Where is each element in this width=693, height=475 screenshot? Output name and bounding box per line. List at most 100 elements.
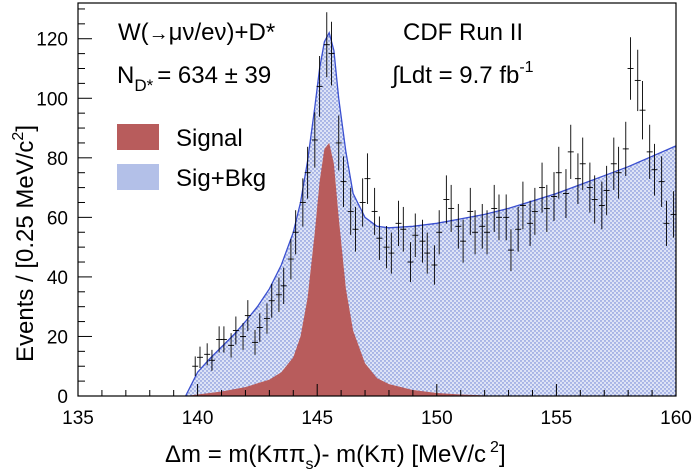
data-point <box>340 156 347 207</box>
data-point <box>352 206 359 252</box>
data-point <box>364 153 371 204</box>
data-point <box>335 115 342 171</box>
data-point <box>376 216 383 260</box>
y-tick-label: 80 <box>47 149 68 170</box>
data-point <box>448 184 455 232</box>
data-point <box>627 37 634 100</box>
data-point <box>562 169 569 218</box>
data-point <box>646 124 653 179</box>
data-point <box>412 213 419 257</box>
legend-signal-swatch <box>117 124 159 150</box>
data-point <box>359 178 366 227</box>
data-point <box>407 242 414 282</box>
data-point <box>651 143 658 196</box>
y-tick-label: 120 <box>36 30 68 51</box>
data-point <box>244 300 251 332</box>
data-point <box>491 184 498 232</box>
data-point <box>275 277 282 313</box>
data-point <box>467 187 474 235</box>
data-point <box>192 356 199 377</box>
x-tick-label: 160 <box>660 408 692 429</box>
data-point <box>622 121 629 176</box>
data-point <box>371 187 378 235</box>
data-point <box>479 203 486 249</box>
legend-signal-label: Signal <box>176 125 243 152</box>
data-point <box>603 165 610 216</box>
data-point <box>567 124 574 179</box>
y-tick-label: 0 <box>57 387 68 408</box>
legend-sigbkg-swatch <box>117 164 159 190</box>
data-point <box>579 137 586 190</box>
data-point <box>496 194 502 241</box>
data-point <box>228 333 235 358</box>
data-point <box>240 323 247 350</box>
data-point <box>663 200 670 246</box>
data-point <box>591 175 598 224</box>
data-point <box>543 184 550 232</box>
data-point <box>419 219 426 263</box>
data-point <box>263 303 270 334</box>
data-point <box>197 346 203 369</box>
experiment-label: CDF Run II <box>403 19 523 46</box>
data-point <box>574 153 581 204</box>
data-point <box>395 200 402 246</box>
data-point <box>472 210 479 255</box>
channel-label: W(→μν/eν)+D* <box>118 19 275 46</box>
plot-frame <box>77 2 677 397</box>
luminosity-label: ∫Ldt = 9.7 fb-1 <box>390 59 534 89</box>
data-point <box>515 206 522 252</box>
y-tick-label: 60 <box>47 208 68 229</box>
data-point <box>400 206 407 252</box>
axes-layer: 135 140 145 150 155 160 0 20 40 60 80 100 120 <box>36 8 692 429</box>
x-tick-label: 135 <box>62 408 94 429</box>
signal-peak-area <box>185 142 509 396</box>
data-point <box>220 326 227 353</box>
data-point <box>299 178 306 227</box>
data-point <box>634 49 641 112</box>
data-point <box>586 162 593 213</box>
data-point <box>531 187 538 235</box>
data-point <box>204 343 211 366</box>
x-tick-label: 145 <box>301 408 333 429</box>
data-point <box>639 81 646 140</box>
data-point <box>304 146 311 199</box>
data-point <box>328 21 335 86</box>
y-axis-title: Events / [0.25 MeV/c2] <box>10 125 39 362</box>
data-point <box>539 162 546 213</box>
yield-label: ND* = 634 ± 39 <box>117 62 271 95</box>
data-point <box>658 156 665 207</box>
data-points-layer <box>192 12 677 377</box>
data-point <box>292 210 299 255</box>
data-point <box>460 219 467 263</box>
data-point <box>424 232 431 274</box>
data-point <box>610 137 617 190</box>
signal-layer <box>185 142 509 396</box>
x-tick-label: 140 <box>182 408 214 429</box>
data-point <box>252 329 258 355</box>
data-point <box>555 146 562 199</box>
data-point <box>316 55 323 117</box>
total-fit-layer <box>185 31 677 397</box>
data-point <box>208 349 215 371</box>
legend-sigbkg-label: Sig+Bkg <box>176 165 266 192</box>
data-point <box>280 267 287 305</box>
data-point <box>287 238 294 280</box>
data-point <box>519 181 526 230</box>
y-tick-label: 100 <box>36 89 68 110</box>
data-point <box>436 210 443 255</box>
data-point <box>347 187 354 235</box>
data-point <box>615 146 622 199</box>
data-point <box>527 200 534 246</box>
data-point <box>598 181 605 230</box>
x-axis-title: Δm = m(Kππs)- m(Kπ) [MeV/c 2] <box>165 439 506 473</box>
data-point <box>551 172 557 221</box>
x-tick-label: 150 <box>421 408 453 429</box>
data-point <box>503 194 510 241</box>
data-point <box>431 245 438 285</box>
data-point <box>388 232 395 274</box>
total-fit-curve <box>185 31 677 397</box>
x-tick-label: 155 <box>541 408 573 429</box>
y-tick-label: 40 <box>47 268 68 289</box>
